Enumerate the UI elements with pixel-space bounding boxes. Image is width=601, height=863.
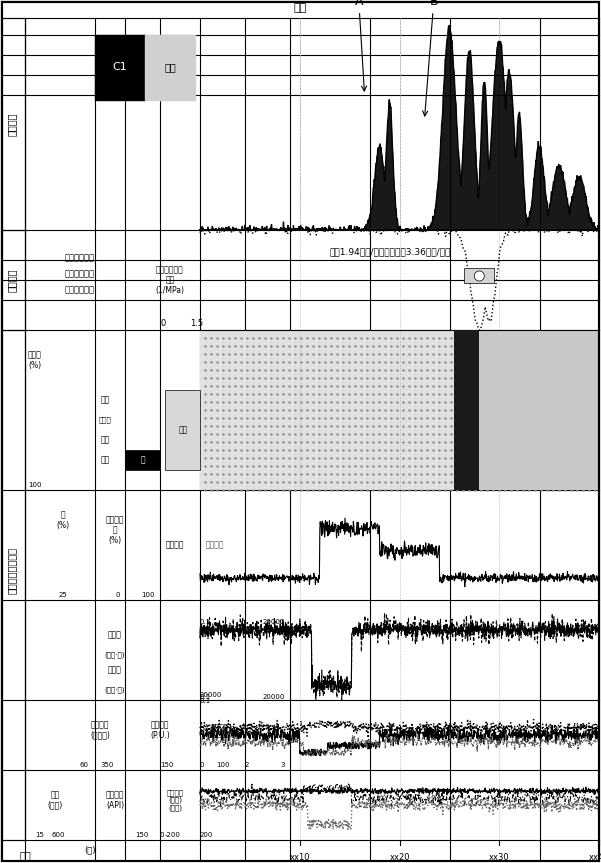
Bar [454, 330, 480, 490]
Text: 1.5: 1.5 [191, 319, 204, 328]
Text: (欧姆·米): (欧姆·米) [105, 687, 125, 693]
Text: 100: 100 [216, 762, 230, 768]
Text: 0: 0 [60, 832, 64, 838]
Text: 补偿密度
(克立方厘米): 补偿密度 (克立方厘米) [207, 723, 233, 737]
Text: xx20: xx20 [389, 853, 410, 861]
Text: (欧姆·米): (欧姆·米) [105, 652, 125, 658]
Text: 残余油气: 残余油气 [166, 540, 185, 550]
Text: 孔隙流体压缩
系数
(1/MPa): 孔隙流体压缩 系数 (1/MPa) [156, 265, 185, 295]
Text: C1: C1 [112, 62, 127, 72]
Text: 煤: 煤 [141, 456, 145, 464]
Text: 25: 25 [59, 592, 67, 598]
Text: 综合解释分层: 综合解释分层 [65, 269, 95, 279]
Bar [125, 450, 160, 470]
Text: xx40: xx40 [589, 853, 601, 861]
Bar [200, 330, 599, 490]
Text: 60: 60 [80, 762, 89, 768]
Text: 白云岩: 白云岩 [99, 417, 111, 424]
Bar [480, 330, 599, 490]
Text: 自然电位
(毫伏)
(金伏): 自然电位 (毫伏) (金伏) [166, 789, 183, 811]
Text: 产气1.94万方/日、无阻流量3.36万方/日。: 产气1.94万方/日、无阻流量3.36万方/日。 [329, 248, 451, 256]
Bar [2, 18, 25, 230]
Polygon shape [200, 25, 599, 230]
Text: 全烃: 全烃 [164, 62, 176, 72]
Text: 100: 100 [141, 592, 155, 598]
Text: 砂岩: 砂岩 [100, 395, 109, 405]
Bar [2, 330, 25, 840]
Bar [2, 230, 25, 330]
Text: 0.1: 0.1 [200, 694, 211, 700]
Text: 15: 15 [35, 832, 44, 838]
Text: 孔隙度
(%): 孔隙度 (%) [28, 350, 42, 369]
Text: 20000: 20000 [263, 619, 285, 625]
Circle shape [474, 271, 484, 281]
Text: 可动油气: 可动油气 [206, 540, 224, 550]
Text: 泥岩: 泥岩 [100, 436, 109, 444]
Text: xx10: xx10 [290, 853, 310, 861]
Text: 3: 3 [281, 762, 285, 768]
Text: 深度: 深度 [19, 850, 31, 860]
Text: B: B [423, 0, 438, 116]
Text: A: A [355, 0, 367, 91]
Text: 补偿中子
(P.U.): 补偿中子 (P.U.) [150, 721, 170, 740]
Text: -200: -200 [165, 832, 181, 838]
Text: 流体识别: 流体识别 [7, 268, 17, 292]
Text: 补偿声波
(微秒米): 补偿声波 (微秒米) [90, 721, 110, 740]
Text: 150: 150 [160, 762, 173, 768]
Text: 2: 2 [245, 762, 249, 768]
Text: 岩性解释分层: 岩性解释分层 [65, 286, 95, 294]
Text: 深度: 深度 [293, 3, 307, 13]
Text: 200: 200 [200, 832, 213, 838]
Text: 水
(%): 水 (%) [56, 510, 70, 530]
Text: 0.1: 0.1 [200, 698, 211, 704]
Bar [95, 35, 145, 100]
Bar [165, 390, 200, 470]
Bar [145, 35, 195, 100]
Text: 60: 60 [51, 832, 60, 838]
Text: 煤层: 煤层 [100, 456, 109, 464]
Text: 0: 0 [200, 762, 204, 768]
Text: 自然伽马
(API): 自然伽马 (API) [106, 791, 124, 809]
Text: xx30: xx30 [489, 853, 510, 861]
Text: 井径
(厘米): 井径 (厘米) [47, 791, 63, 809]
Text: 0: 0 [160, 832, 165, 838]
Text: 砂岩: 砂岩 [178, 425, 188, 434]
Text: 20000: 20000 [200, 692, 222, 698]
Text: 深侧向: 深侧向 [108, 631, 122, 639]
Text: 20000: 20000 [263, 694, 285, 700]
Text: 100: 100 [28, 482, 41, 488]
Bar [465, 268, 494, 283]
Text: 浅侧向: 浅侧向 [108, 665, 122, 675]
Text: 含水饱和
度
(%): 含水饱和 度 (%) [106, 515, 124, 545]
Text: 150: 150 [135, 832, 148, 838]
Text: 0.1: 0.1 [200, 619, 211, 625]
Text: 0: 0 [115, 592, 120, 598]
Text: 常规测井处理成果: 常规测井处理成果 [7, 546, 17, 594]
Text: 350: 350 [100, 762, 114, 768]
Text: 0: 0 [160, 319, 166, 328]
Text: 气测解释分层: 气测解释分层 [65, 254, 95, 262]
Text: (米): (米) [84, 846, 96, 854]
Text: 采井显示: 采井显示 [7, 112, 17, 135]
